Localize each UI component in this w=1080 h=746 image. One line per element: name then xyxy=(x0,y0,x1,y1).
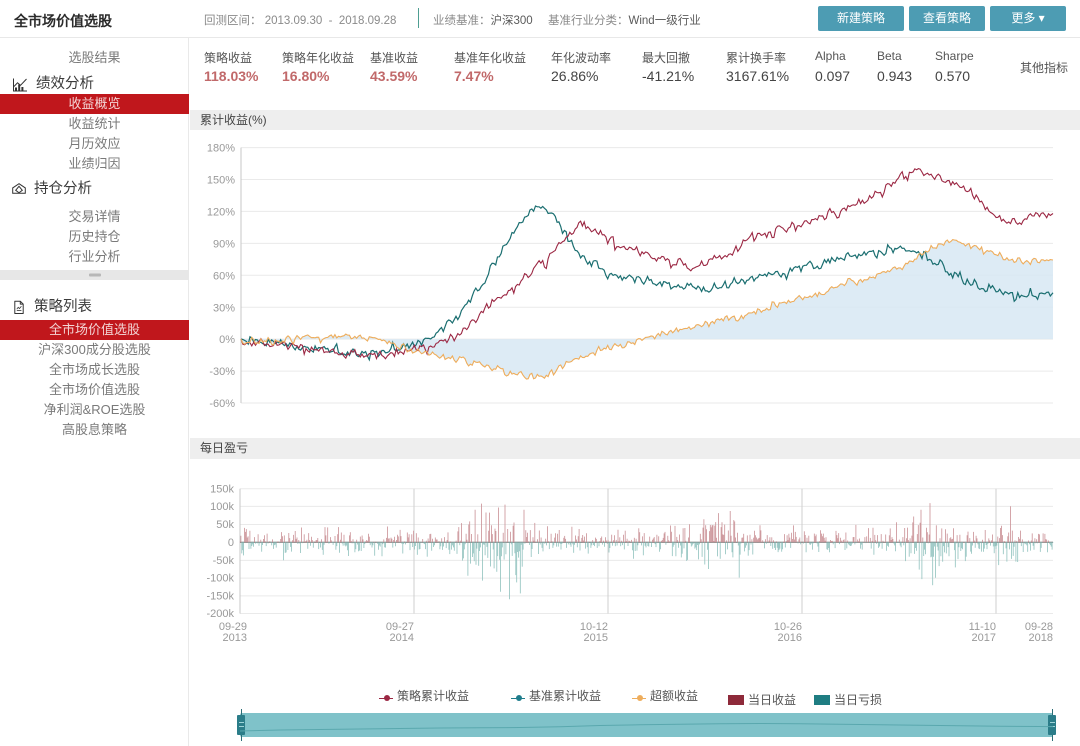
svg-text:-150k: -150k xyxy=(206,591,234,603)
svg-text:150k: 150k xyxy=(210,484,234,496)
svg-text:-200k: -200k xyxy=(206,608,234,620)
svg-text:-50k: -50k xyxy=(213,555,235,567)
svg-text:0: 0 xyxy=(228,537,234,549)
svg-text:-100k: -100k xyxy=(206,573,234,585)
svg-text:50k: 50k xyxy=(216,519,234,531)
svg-text:100k: 100k xyxy=(210,501,234,513)
